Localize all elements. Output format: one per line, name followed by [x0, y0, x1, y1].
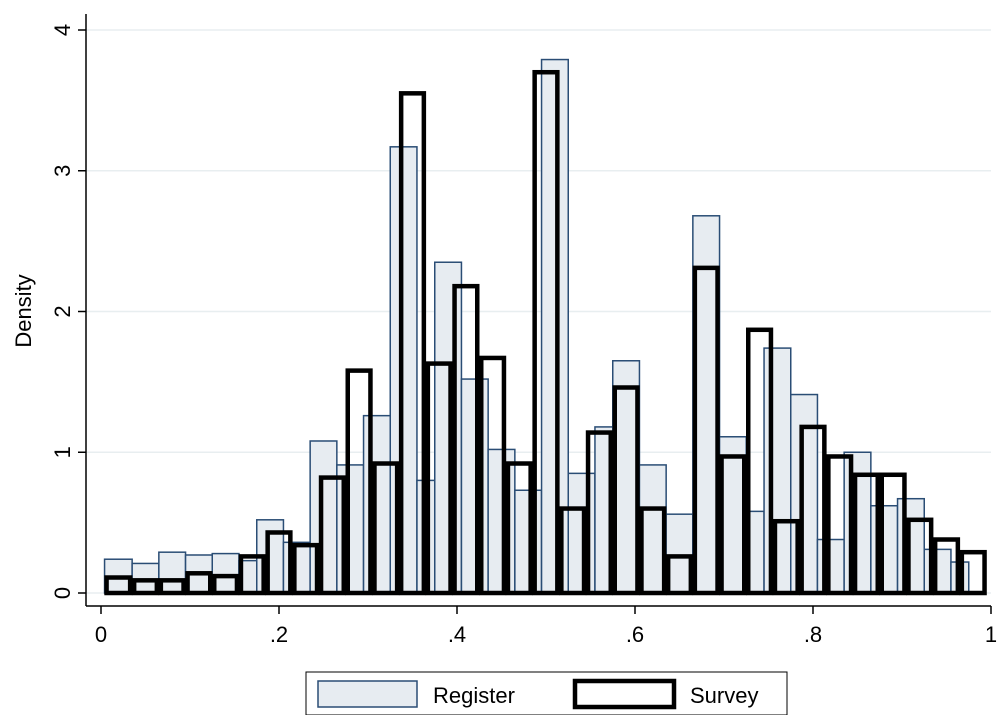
survey-bar-19: [612, 385, 640, 596]
register-bar-11: [389, 146, 418, 594]
survey-bar-5: [238, 554, 266, 596]
survey-bar-2: [158, 578, 186, 596]
register-bar-17: [540, 58, 569, 594]
register-bar-10: [362, 414, 391, 594]
survey-bar-12: [425, 361, 453, 596]
survey-bar-22: [692, 265, 720, 596]
survey-bar-9: [345, 368, 373, 596]
survey-bar-14: [479, 355, 507, 596]
register-bar-24: [718, 436, 747, 594]
survey-bar-4: [212, 573, 240, 596]
x-axis-ticks: 0 .2 .4 .6 .8 1: [95, 606, 997, 647]
register-bar-27: [790, 393, 819, 594]
x-tick-label-1: .2: [270, 622, 288, 647]
register-bar-13: [434, 261, 463, 594]
survey-bar-3: [185, 571, 213, 596]
x-tick-label-0: 0: [95, 622, 107, 647]
legend: Register Survey: [305, 671, 788, 715]
register-bar-23: [692, 215, 721, 594]
register-bar-26: [763, 347, 792, 594]
register-bar-8: [309, 440, 338, 594]
x-tick-label-2: .4: [448, 622, 466, 647]
survey-bar-7: [292, 542, 320, 596]
survey-bar-29: [879, 472, 907, 596]
y-tick-label-2: 2: [50, 305, 75, 317]
legend-label-register: Register: [433, 683, 515, 708]
survey-bar-11: [398, 91, 427, 596]
survey-bar-24: [746, 327, 774, 596]
y-tick-label-0: 0: [50, 587, 75, 599]
register-bar-31: [896, 497, 925, 594]
register-bar-18: [567, 472, 596, 594]
survey-bar-23: [719, 454, 747, 596]
survey-bar-1: [131, 578, 160, 596]
survey-bar-26: [799, 424, 827, 596]
survey-bar-27: [826, 454, 854, 596]
survey-bar-25: [772, 518, 800, 596]
survey-bar-6: [265, 530, 293, 596]
survey-bar-30: [906, 517, 934, 596]
survey-bar-17: [559, 506, 587, 596]
register-bar-9: [336, 464, 365, 594]
register-bar-7: [282, 541, 311, 594]
survey-bar-13: [452, 283, 480, 596]
survey-bar-8: [318, 475, 346, 596]
survey-bar-15: [505, 461, 533, 596]
survey-bar-21: [665, 554, 694, 596]
survey-bar-31: [932, 537, 961, 596]
survey-bar-10: [372, 461, 400, 596]
legend-swatch-register: [317, 680, 418, 708]
register-bar-16: [514, 489, 543, 594]
survey-bar-16: [532, 69, 560, 596]
y-tick-label-1: 1: [50, 446, 75, 458]
y-tick-label-3: 3: [50, 165, 75, 177]
register-bar-28: [816, 538, 845, 594]
register-bar-15: [487, 448, 516, 594]
y-axis-ticks: 0 1 2 3 4: [50, 24, 86, 599]
x-tick-label-4: .8: [804, 622, 822, 647]
survey-series: [104, 69, 987, 596]
survey-bar-18: [585, 430, 613, 596]
survey-bar-28: [852, 472, 880, 596]
y-axis-title: Density: [11, 274, 36, 347]
legend-label-survey: Survey: [690, 683, 758, 708]
x-tick-label-3: .6: [626, 622, 644, 647]
register-bar-14: [460, 378, 489, 594]
register-bar-30: [870, 504, 899, 594]
x-tick-label-5: 1: [985, 622, 997, 647]
survey-bar-20: [639, 506, 667, 596]
register-bar-32: [923, 548, 952, 594]
y-tick-label-4: 4: [50, 24, 75, 36]
survey-bar-0: [104, 575, 133, 596]
survey-bar-32: [959, 549, 987, 596]
legend-swatch-survey: [572, 678, 677, 710]
